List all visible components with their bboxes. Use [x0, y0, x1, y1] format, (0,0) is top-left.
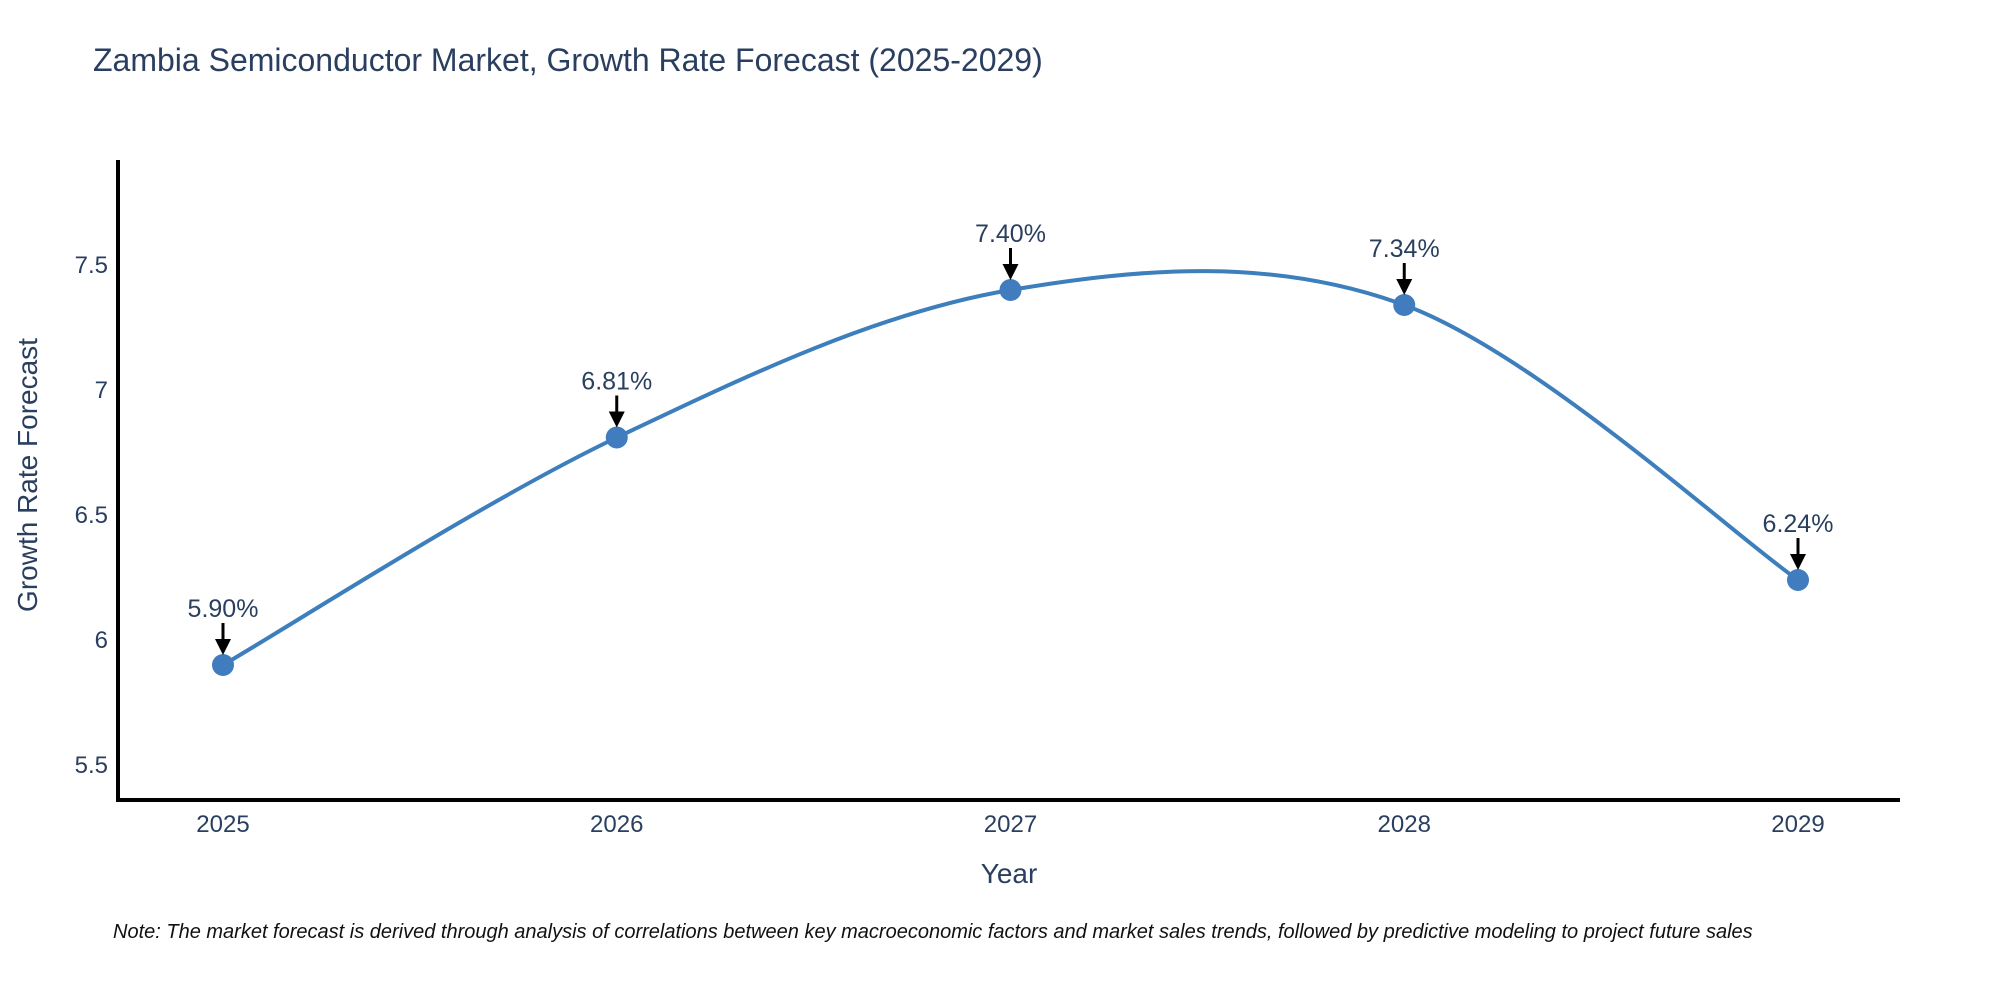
x-axis-title: Year: [980, 858, 1038, 889]
forecast-line: [221, 269, 1800, 667]
x-tick-label: 2028: [1378, 811, 1431, 838]
data-point-marker: [212, 654, 234, 676]
data-point-label: 7.34%: [1369, 235, 1440, 263]
chart-title: Zambia Semiconductor Market, Growth Rate…: [93, 42, 1043, 78]
data-point-label: 6.81%: [581, 368, 652, 396]
x-tick-label: 2025: [196, 811, 249, 838]
data-point-marker: [605, 426, 628, 449]
data-point-label: 7.40%: [975, 220, 1046, 248]
y-tick-label: 7: [95, 377, 108, 404]
y-tick-label: 6.5: [75, 502, 108, 529]
y-tick-label: 7.5: [75, 252, 108, 279]
annotation-arrowhead: [1002, 264, 1019, 280]
annotation-arrowhead: [608, 411, 625, 428]
data-point-label: 5.90%: [188, 595, 259, 623]
y-tick-label: 6: [95, 627, 108, 654]
y-tick-label: 5.5: [75, 752, 108, 779]
x-tick-label: 2026: [590, 811, 643, 838]
data-point-marker: [999, 279, 1022, 301]
annotation-arrowhead: [1396, 279, 1413, 295]
data-point-marker: [1787, 569, 1809, 591]
footnote: Note: The market forecast is derived thr…: [113, 921, 1753, 943]
annotation-arrowhead: [215, 639, 231, 655]
data-point-label: 6.24%: [1763, 510, 1834, 538]
data-point-marker: [1393, 294, 1416, 316]
x-tick-label: 2027: [984, 811, 1037, 838]
annotation-arrowhead: [1790, 554, 1806, 570]
x-tick-label: 2029: [1771, 811, 1824, 838]
